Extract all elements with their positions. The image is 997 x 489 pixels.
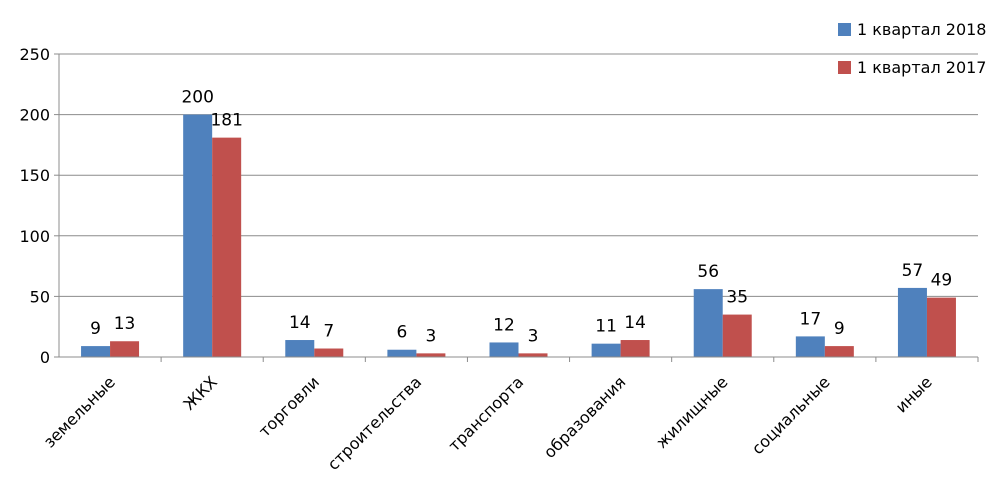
y-tick-label-0: 0 — [40, 348, 50, 367]
data-label-1-8: 17 — [800, 309, 822, 329]
bar-1-7 — [693, 289, 723, 357]
bar-1-2 — [183, 114, 213, 357]
data-label-1-6: 11 — [595, 317, 617, 337]
data-label-2-7: 35 — [726, 288, 748, 308]
data-label-1-5: 12 — [493, 315, 515, 335]
bars — [81, 114, 956, 357]
data-label-2-3: 7 — [323, 322, 334, 342]
bar-2-8 — [824, 346, 854, 357]
data-label-2-5: 3 — [528, 326, 539, 346]
bar-1-6 — [591, 343, 621, 357]
data-label-2-1: 13 — [114, 314, 136, 334]
legend-label-2: 1 квартал 2017 — [857, 58, 986, 77]
x-label-7: жилищные — [652, 372, 732, 452]
data-label-2-6: 14 — [624, 313, 646, 333]
data-label-1-2: 200 — [181, 88, 213, 108]
x-label-1: земельные — [40, 372, 119, 451]
data-label-2-9: 49 — [931, 271, 953, 291]
legend-swatch-2 — [838, 61, 851, 74]
x-label-8: социальные — [748, 372, 834, 458]
data-label-1-4: 6 — [396, 323, 407, 343]
bar-2-5 — [518, 353, 548, 357]
y-tick-label-250: 250 — [19, 45, 50, 64]
data-label-1-1: 9 — [90, 319, 101, 339]
bar-2-3 — [314, 348, 344, 357]
y-tick-label-100: 100 — [19, 227, 50, 246]
bar-2-4 — [416, 353, 446, 357]
bar-2-7 — [722, 314, 752, 357]
data-label-2-8: 9 — [834, 319, 845, 339]
bar-1-4 — [387, 349, 417, 357]
x-label-4: строительства — [324, 372, 426, 474]
bar-2-6 — [620, 340, 650, 357]
bar-2-1 — [110, 341, 140, 357]
x-label-6: образования — [540, 372, 630, 462]
data-label-1-9: 57 — [902, 261, 924, 281]
legend-swatch-1 — [838, 23, 851, 36]
data-label-1-3: 14 — [289, 313, 311, 333]
bar-2-2 — [212, 137, 242, 357]
bar-1-3 — [285, 340, 315, 357]
y-axis-ticks: 0 50 100 150 200 250 — [19, 45, 59, 367]
y-tick-label-50: 50 — [30, 287, 50, 306]
bar-1-5 — [489, 342, 519, 357]
x-label-2: ЖКХ — [180, 372, 221, 413]
bar-1-8 — [795, 336, 825, 357]
y-tick-label-200: 200 — [19, 106, 50, 125]
x-label-9: иные — [892, 372, 936, 416]
legend: 1 квартал 2018 1 квартал 2017 — [838, 20, 986, 77]
bar-2-9 — [926, 297, 956, 357]
data-label-1-7: 56 — [697, 262, 719, 282]
axes — [54, 54, 978, 358]
bar-1-9 — [897, 287, 927, 357]
y-tick-label-150: 150 — [19, 166, 50, 185]
legend-label-1: 1 квартал 2018 — [857, 20, 986, 39]
x-label-5: транспорта — [445, 372, 528, 455]
x-axis-labels: земельные ЖКХ торговли строительства транспо… — [40, 357, 979, 474]
x-label-3: торговли — [255, 372, 323, 440]
data-label-2-2: 181 — [210, 111, 242, 131]
bar-1-1 — [81, 346, 111, 357]
data-label-2-4: 3 — [425, 326, 436, 346]
